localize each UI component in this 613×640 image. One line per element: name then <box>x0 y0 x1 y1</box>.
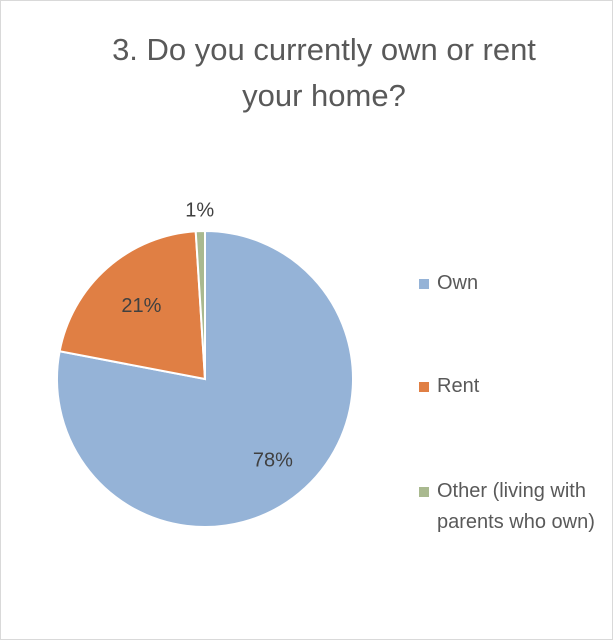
data-label: 1% <box>185 199 214 221</box>
legend-label: Own <box>437 272 479 294</box>
legend-item: Rent <box>419 371 609 402</box>
pie-slice <box>194 229 206 380</box>
data-label: 21% <box>121 295 161 317</box>
legend-item: Own <box>419 268 609 299</box>
legend-label: Rent <box>437 375 480 397</box>
legend-swatch <box>419 487 429 497</box>
legend-swatch <box>419 279 429 289</box>
data-label: 78% <box>253 449 293 471</box>
legend-swatch <box>419 382 429 392</box>
chart-title: 3. Do you currently own or rent your hom… <box>112 32 536 113</box>
pie-slice <box>58 230 207 381</box>
legend-item: Other (living with parents who own) <box>419 476 609 538</box>
legend-label: Other (living with parents who own) <box>437 480 595 533</box>
